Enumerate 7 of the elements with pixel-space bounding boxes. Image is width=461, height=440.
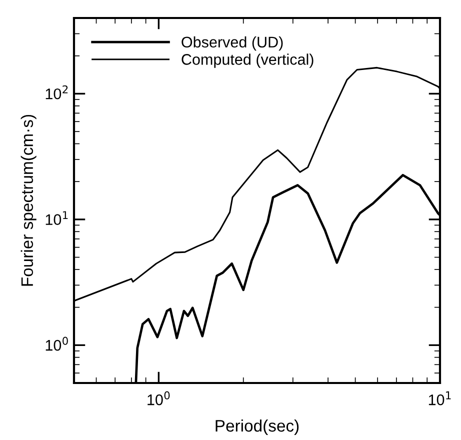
y-tick-label: 10$^{1}$ xyxy=(46,211,68,226)
y-tick-label: 10$^{2}$ xyxy=(46,85,68,100)
y-axis-title: Fourier spectrum(cm·s) xyxy=(20,114,36,286)
legend-label: Observed (UD) xyxy=(182,36,283,51)
legend-label: Computed (vertical) xyxy=(182,54,314,68)
y-tick-label: 10$^{0}$ xyxy=(46,336,68,351)
x-axis-title: Period(sec) xyxy=(216,419,299,435)
